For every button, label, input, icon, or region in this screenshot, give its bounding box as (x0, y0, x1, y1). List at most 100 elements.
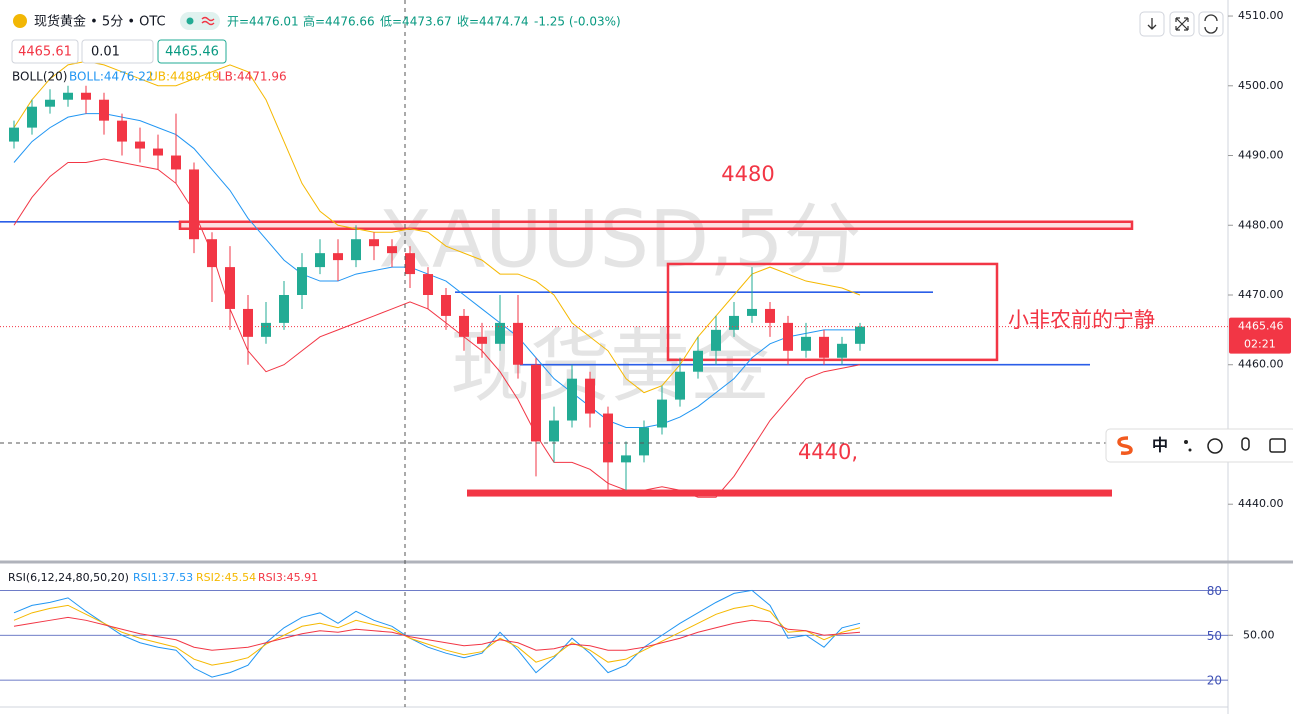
candle-body (189, 169, 199, 240)
annotation: 4440, (798, 440, 858, 464)
y-tick-label: 4500.00 (1238, 79, 1284, 92)
qty-input[interactable] (81, 39, 154, 64)
candle-body (135, 141, 145, 149)
y-tick-label: 4440.00 (1238, 497, 1284, 510)
candle-body (693, 350, 703, 372)
candle-body (207, 239, 217, 268)
symbol[interactable]: 现货黄金 • 5分 • OTC (34, 14, 166, 30)
price-tag (1229, 317, 1291, 354)
candle-body (243, 308, 253, 337)
candle-body (477, 336, 487, 344)
rsi-line (13, 616, 861, 651)
candle-body (765, 308, 775, 323)
annotation: 小非农前的宁静 (1008, 308, 1155, 332)
candle-body (63, 92, 73, 100)
rsi-level-label: 80 (1207, 584, 1222, 598)
candle-body (495, 322, 505, 344)
ime-icon (1188, 448, 1192, 452)
candle-body (855, 326, 865, 344)
candle-body (603, 413, 613, 463)
candle-body (513, 322, 523, 365)
candle-body (315, 253, 325, 268)
ime-bar (1105, 428, 1293, 463)
candle-body (639, 427, 649, 456)
countdown: 02:21 (1244, 338, 1276, 351)
ime-icon[interactable] (1241, 437, 1250, 451)
rsi-pane: 20 50 80 50.00 RSI(6,12,24,80,50,20) RSI1:37.… (0, 571, 1275, 688)
status-badge (180, 12, 220, 30)
candle-body (117, 120, 127, 142)
candle-body (531, 364, 541, 442)
ime-icon[interactable] (1207, 438, 1223, 454)
rsi-level-label: 50 (1207, 629, 1222, 643)
candle-body (171, 155, 181, 170)
buy-button[interactable] (157, 39, 227, 64)
legend-entry: RSI3:45.91 (258, 571, 318, 584)
candle-body (81, 92, 91, 100)
candle-body (549, 420, 559, 442)
y-tick-label: 4490.00 (1238, 149, 1284, 162)
candle-body (459, 315, 469, 337)
candle-body (369, 239, 379, 247)
candle-body (819, 336, 829, 358)
ime-toolbar: 中 (1105, 428, 1293, 463)
candle-body (225, 267, 235, 309)
legend-entry: UB:4480.49 (149, 70, 220, 84)
boll-line (13, 158, 861, 498)
ohlc-low: 低=4473.67 (380, 15, 452, 29)
ime-icon[interactable] (1269, 438, 1286, 453)
rsi-level-label: 20 (1207, 674, 1222, 688)
y-tick-label: 4480.00 (1238, 218, 1284, 231)
legend-entry: BOLL:4476.22 (69, 70, 154, 84)
y-tick-label: 4460.00 (1238, 358, 1284, 371)
ohlc-open: 开=4476.01 (227, 15, 299, 29)
sell-price: 4465.61 (18, 45, 72, 60)
candle-body (261, 322, 271, 337)
icon (1175, 17, 1189, 31)
icon (1147, 18, 1157, 30)
candle-body (99, 99, 109, 121)
y-tick-label: 4470.00 (1238, 288, 1284, 301)
candle-body (567, 378, 577, 421)
candle-body (801, 336, 811, 351)
rsi-title: RSI(6,12,24,80,50,20) (8, 571, 129, 584)
level-band (467, 489, 1112, 497)
legend-entry: LB:4471.96 (218, 70, 287, 84)
price-tag-label: 4465.46 (1238, 320, 1284, 333)
button[interactable] (1198, 11, 1224, 37)
candle-body (405, 253, 415, 275)
candle-body (9, 127, 19, 142)
annotation: 4480 (721, 162, 774, 186)
candle-body (837, 343, 847, 358)
candle-body (675, 371, 685, 400)
candle-body (351, 239, 361, 261)
rsi-line (13, 589, 861, 678)
ime-lang[interactable]: 中 (1152, 436, 1168, 455)
candle-body (585, 378, 595, 414)
ohlc-high: 高=4476.66 (303, 14, 375, 29)
ime-logo (1117, 436, 1133, 455)
candle-body (333, 253, 343, 261)
candle-body (387, 246, 397, 254)
level-band (178, 220, 1134, 231)
candle-body (711, 329, 721, 351)
icon (1204, 14, 1218, 34)
y-tick-label: 4510.00 (1238, 9, 1284, 22)
qty: 0.01 (91, 45, 120, 60)
legend-entry: RSI1:37.53 (133, 571, 193, 584)
legend-entry: RSI2:45.54 (196, 571, 256, 584)
candle-body (27, 106, 37, 128)
status-icon (201, 16, 215, 26)
boll-line (13, 60, 861, 394)
candle-body (747, 308, 757, 316)
ime-icon[interactable] (1184, 440, 1188, 444)
range-box (666, 262, 999, 362)
sell-button[interactable] (11, 39, 79, 64)
symbol-icon (13, 14, 27, 28)
candle-body (153, 148, 163, 156)
candle-body (657, 399, 667, 428)
watermark: XAUUSD,5分 (379, 195, 862, 285)
ohlc-change: -1.25 (-0.03%) (534, 15, 621, 29)
